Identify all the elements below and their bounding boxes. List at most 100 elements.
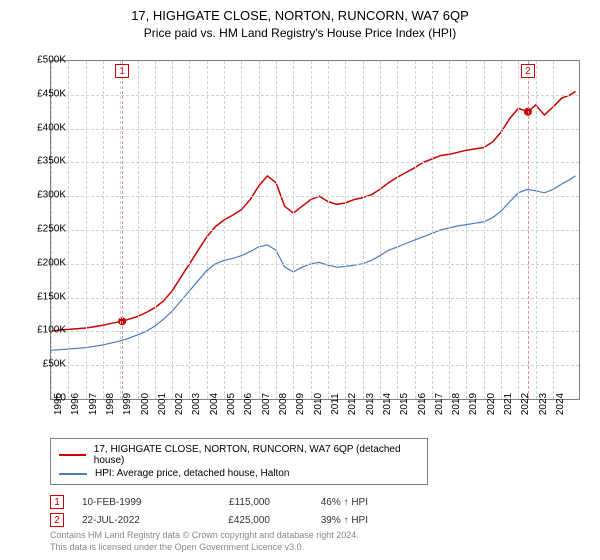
sale-row-price: £115,000	[200, 497, 270, 508]
legend-box: 17, HIGHGATE CLOSE, NORTON, RUNCORN, WA7…	[50, 438, 428, 485]
x-axis-label: 2007	[261, 393, 272, 415]
y-axis-label: £100K	[20, 325, 66, 336]
x-axis-label: 2018	[451, 393, 462, 415]
y-axis-label: £400K	[20, 122, 66, 133]
gridline-vertical	[328, 61, 329, 399]
gridline-horizontal	[51, 365, 579, 366]
gridline-vertical	[155, 61, 156, 399]
x-axis-label: 2002	[174, 393, 185, 415]
x-axis-label: 2009	[295, 393, 306, 415]
x-axis-label: 1999	[122, 393, 133, 415]
gridline-vertical	[363, 61, 364, 399]
gridline-horizontal	[51, 162, 579, 163]
x-axis-label: 2005	[226, 393, 237, 415]
y-axis-label: £250K	[20, 224, 66, 235]
gridline-vertical	[518, 61, 519, 399]
x-axis-label: 2017	[434, 393, 445, 415]
gridline-vertical	[120, 61, 121, 399]
sale-marker-box: 2	[521, 64, 535, 78]
gridline-vertical	[86, 61, 87, 399]
y-axis-label: £450K	[20, 88, 66, 99]
y-axis-label: £50K	[20, 359, 66, 370]
sale-row-price: £425,000	[200, 515, 270, 526]
sale-marker-box: 1	[115, 64, 129, 78]
x-axis-label: 2016	[417, 393, 428, 415]
sale-row: 222-JUL-2022£425,00039% ↑ HPI	[50, 511, 580, 529]
gridline-vertical	[311, 61, 312, 399]
x-axis-label: 2022	[520, 393, 531, 415]
sale-row: 1 10-FEB-1999 £115,000 46% ↑ HPI	[50, 493, 580, 511]
gridline-vertical	[259, 61, 260, 399]
gridline-vertical	[224, 61, 225, 399]
chart-subtitle: Price paid vs. HM Land Registry's House …	[0, 23, 600, 46]
legend-and-sales: 17, HIGHGATE CLOSE, NORTON, RUNCORN, WA7…	[50, 438, 580, 529]
x-axis-label: 2024	[555, 393, 566, 415]
x-axis-label: 2010	[313, 393, 324, 415]
x-axis-label: 2004	[209, 393, 220, 415]
x-axis-label: 2011	[330, 393, 341, 415]
x-axis-label: 1995	[53, 393, 64, 415]
sale-row-diff: 46% ↑ HPI	[288, 497, 368, 508]
gridline-vertical	[449, 61, 450, 399]
y-axis-label: £300K	[20, 190, 66, 201]
x-axis-label: 2001	[157, 393, 168, 415]
chart-plot-area: 12	[50, 60, 580, 400]
x-axis-label: 1996	[70, 393, 81, 415]
footer-line-2: This data is licensed under the Open Gov…	[50, 542, 359, 554]
x-axis-label: 2014	[382, 393, 393, 415]
gridline-vertical	[553, 61, 554, 399]
x-axis-label: 2000	[140, 393, 151, 415]
x-axis-label: 2020	[486, 393, 497, 415]
sale-marker-gridline	[122, 61, 123, 399]
gridline-vertical	[397, 61, 398, 399]
gridline-vertical	[138, 61, 139, 399]
legend-swatch	[59, 473, 87, 475]
x-axis-label: 2006	[243, 393, 254, 415]
x-axis-label: 1997	[88, 393, 99, 415]
x-axis-label: 2015	[399, 393, 410, 415]
sale-row-diff: 39% ↑ HPI	[288, 515, 368, 526]
sales-table: 110-FEB-1999£115,00046% ↑ HPI222-JUL-202…	[50, 493, 580, 529]
gridline-horizontal	[51, 129, 579, 130]
y-axis-label: £200K	[20, 257, 66, 268]
legend-swatch	[59, 454, 86, 456]
gridline-horizontal	[51, 298, 579, 299]
footer-line-1: Contains HM Land Registry data © Crown c…	[50, 530, 359, 542]
gridline-horizontal	[51, 264, 579, 265]
y-axis-label: £350K	[20, 156, 66, 167]
chart-title: 17, HIGHGATE CLOSE, NORTON, RUNCORN, WA7…	[0, 0, 600, 23]
sale-row-date: 10-FEB-1999	[82, 497, 182, 508]
legend-item: 17, HIGHGATE CLOSE, NORTON, RUNCORN, WA7…	[59, 443, 419, 467]
gridline-vertical	[484, 61, 485, 399]
x-axis-label: 2021	[503, 393, 514, 415]
gridline-vertical	[536, 61, 537, 399]
x-axis-label: 2023	[538, 393, 549, 415]
gridline-vertical	[276, 61, 277, 399]
gridline-vertical	[432, 61, 433, 399]
gridline-vertical	[501, 61, 502, 399]
sale-row-marker: 1	[50, 495, 64, 509]
legend-item: HPI: Average price, detached house, Halt…	[59, 467, 419, 480]
x-axis-label: 2003	[191, 393, 202, 415]
sale-marker-gridline	[528, 61, 529, 399]
gridline-vertical	[380, 61, 381, 399]
gridline-vertical	[415, 61, 416, 399]
gridline-vertical	[68, 61, 69, 399]
gridline-vertical	[207, 61, 208, 399]
x-axis-label: 2008	[278, 393, 289, 415]
footer-attribution: Contains HM Land Registry data © Crown c…	[50, 530, 359, 553]
sale-row-marker: 2	[50, 513, 64, 527]
x-axis-label: 2013	[365, 393, 376, 415]
gridline-horizontal	[51, 196, 579, 197]
series-line	[51, 91, 576, 331]
gridline-vertical	[172, 61, 173, 399]
gridline-vertical	[241, 61, 242, 399]
gridline-vertical	[189, 61, 190, 399]
gridline-vertical	[345, 61, 346, 399]
x-axis-label: 2012	[347, 393, 358, 415]
gridline-vertical	[466, 61, 467, 399]
gridline-horizontal	[51, 95, 579, 96]
y-axis-label: £150K	[20, 291, 66, 302]
gridline-horizontal	[51, 331, 579, 332]
x-axis-label: 1998	[105, 393, 116, 415]
